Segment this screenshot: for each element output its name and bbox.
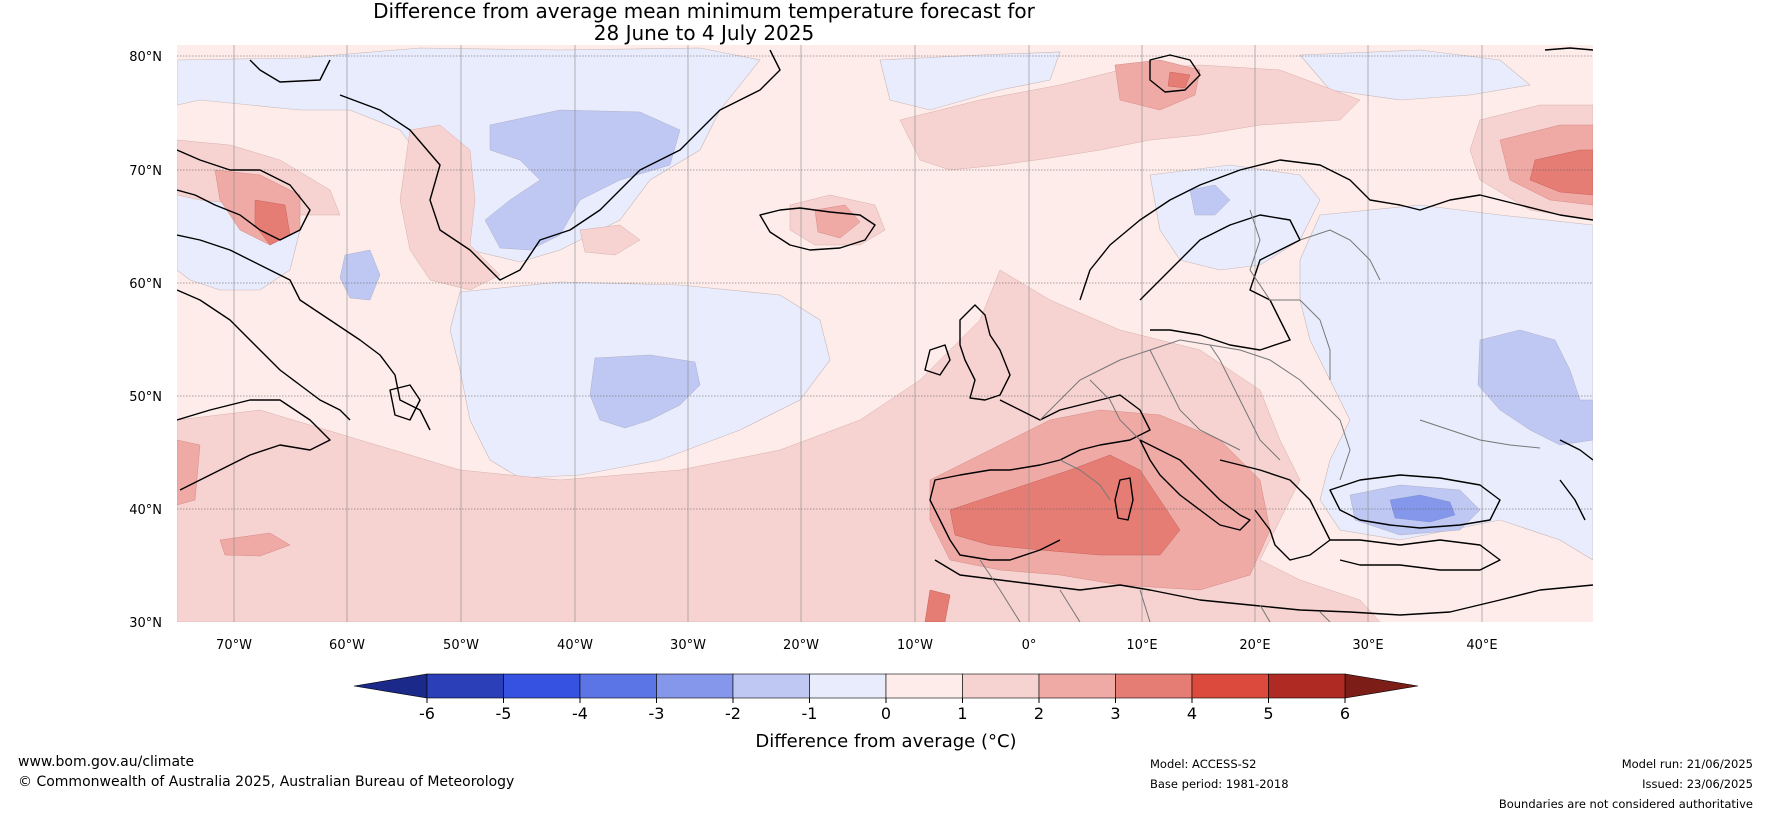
footer-model: Model: ACCESS-S2 (1150, 757, 1257, 771)
colorbar-swatch (1268, 673, 1346, 699)
coast-newfoundland (389, 384, 421, 421)
longitude-label: 50°W (443, 638, 479, 653)
longitude-label: 20°E (1239, 638, 1270, 653)
colorbar-tick-label: -4 (572, 704, 588, 723)
longitude-label: 70°W (216, 638, 252, 653)
colorbar-swatch (503, 673, 581, 699)
colorbar-swatch (809, 673, 887, 699)
footer-issued: Issued: 23/06/2025 (1642, 777, 1753, 791)
anomaly-region-mid-atlantic-warm (579, 224, 641, 256)
longitude-label: 30°W (670, 638, 706, 653)
coast-uk (924, 304, 1011, 401)
colorbar-swatch (885, 673, 963, 699)
colorbar-title: Difference from average (°C) (755, 731, 1016, 752)
latitude-labels: 80°N 70°N 60°N 50°N 40°N 30°N (129, 50, 162, 631)
colorbar-tick-label: -2 (725, 704, 741, 723)
colorbar-tick-label: 3 (1110, 704, 1120, 723)
longitude-label: 10°E (1126, 638, 1157, 653)
colorbar-ticks: -6 -5 -4 -3 -2 -1 0 1 2 3 4 5 6 (419, 698, 1350, 723)
colorbar-swatch (1115, 673, 1193, 699)
anomaly-region-russia-cool (1299, 204, 1593, 561)
colorbar-tick-label: -1 (802, 704, 818, 723)
anomaly-region-arctic-cool (879, 51, 1061, 111)
footer-base-period: Base period: 1981-2018 (1150, 777, 1289, 791)
footer-boundaries: Boundaries are not considered authoritat… (1498, 797, 1753, 811)
colorbar-tick-label: -6 (419, 704, 435, 723)
colorbar-tick-label: 4 (1187, 704, 1197, 723)
colorbar-swatch (1038, 673, 1116, 699)
coast-turkey (1330, 539, 1501, 571)
coast-black-sea (1329, 474, 1501, 529)
colorbar-tick-label: 2 (1034, 704, 1044, 723)
coast-baffin (177, 149, 311, 241)
longitude-label: 60°W (329, 638, 365, 653)
footer-model-run: Model run: 21/06/2025 (1621, 757, 1753, 771)
colorbar-tick-label: 6 (1340, 704, 1350, 723)
coast-italy (1139, 439, 1251, 531)
latitude-label: 30°N (129, 616, 162, 631)
coast-novaya (1544, 47, 1593, 51)
longitude-label: 40°W (557, 638, 593, 653)
coast-greenland (249, 49, 781, 281)
colorbar-tick-label: -5 (496, 704, 512, 723)
latitude-label: 70°N (129, 164, 162, 179)
anomaly-region-russia-hottest (1529, 149, 1593, 196)
colorbar-swatch (962, 673, 1040, 699)
anomaly-region-blacksea-colder (1389, 494, 1456, 523)
longitude-label: 20°W (783, 638, 819, 653)
coast-europe-west (929, 394, 1151, 561)
longitude-label: 10°W (897, 638, 933, 653)
map-title-line1: Difference from average mean minimum tem… (373, 0, 1035, 23)
map-title-line2: 28 June to 4 July 2025 (593, 21, 815, 45)
colorbar-swatch (579, 673, 657, 699)
colorbar-swatches (426, 673, 1346, 699)
coast-norway (1079, 159, 1593, 301)
longitude-labels: 70°W 60°W 50°W 40°W 30°W 20°W 10°W 0° 10°E 20°E 30… (216, 638, 1498, 653)
coastlines (177, 47, 1593, 616)
colorbar-tick-label: 5 (1263, 704, 1273, 723)
latitude-label: 50°N (129, 390, 162, 405)
colorbar-swatch (656, 673, 734, 699)
anomaly-region-russia-cold (1477, 329, 1593, 446)
coast-north-africa (934, 559, 1593, 616)
colorbar: -6 -5 -4 -3 -2 -1 0 1 2 3 4 5 6 Difference from aver… (353, 673, 1419, 752)
colorbar-tick-label: -3 (649, 704, 665, 723)
latitude-label: 80°N (129, 50, 162, 65)
anomaly-region-greenland-coast-warm (399, 124, 501, 291)
anomaly-region-svalbard-warm (1114, 59, 1201, 111)
footer-copyright: © Commonwealth of Australia 2025, Austra… (18, 774, 515, 790)
coast-svalbard (1149, 54, 1201, 93)
colorbar-swatch (732, 673, 810, 699)
anomaly-region-atlantic-cold (589, 354, 701, 429)
colorbar-swatch (1191, 673, 1269, 699)
anomaly-region-barents-cool (1299, 49, 1531, 101)
anomaly-region-greenland-cold (484, 109, 681, 251)
longitude-label: 0° (1022, 638, 1037, 653)
coast-iceland (759, 207, 876, 251)
colorbar-tick-label: 1 (957, 704, 967, 723)
latitude-label: 40°N (129, 503, 162, 518)
longitude-label: 40°E (1466, 638, 1497, 653)
anomaly-region-arctic-warm (899, 64, 1361, 171)
coast-caspian (1559, 439, 1593, 521)
colorbar-max-arrow (1344, 673, 1419, 699)
colorbar-min-arrow (353, 673, 428, 699)
anomaly-region-scandinavia-cold (1189, 184, 1231, 216)
graticule (177, 55, 1593, 510)
latitude-label: 60°N (129, 277, 162, 292)
coast-sardinia-corsica (1114, 477, 1134, 521)
colorbar-tick-label: 0 (881, 704, 891, 723)
anomaly-region-svalbard-hot (1167, 71, 1191, 89)
anomaly-region-africa-hot (924, 589, 951, 622)
coast-labrador (177, 234, 431, 491)
map-panel (177, 45, 1593, 622)
longitude-label: 30°E (1352, 638, 1383, 653)
anomaly-region-atlantic-hot (219, 532, 291, 557)
borders (979, 209, 1541, 622)
colorbar-swatch (426, 673, 504, 699)
footer-url: www.bom.gov.au/climate (18, 754, 195, 770)
anomaly-region-labrador-cold (339, 249, 381, 301)
coast-sweden-baltic (1139, 214, 1301, 351)
